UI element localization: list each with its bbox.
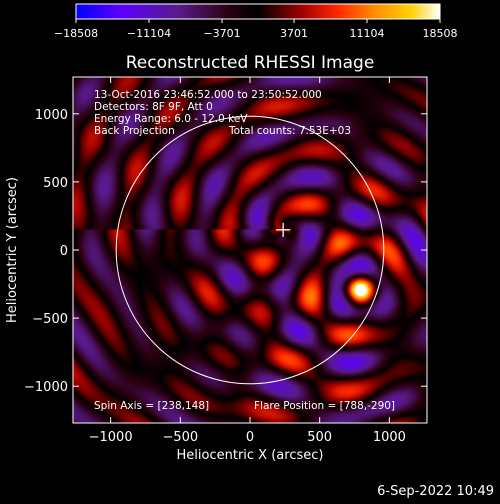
colorbar-tick-label: −11104 [127, 27, 171, 40]
x-tick-label: 500 [307, 430, 332, 445]
colorbar-tick-label: −18508 [54, 27, 98, 40]
plot-date: 6-Sep-2022 10:49 [377, 484, 494, 499]
y-tick-label: 0 [60, 244, 68, 259]
info-detectors: Detectors: 8F 9F, Att 0 [94, 101, 213, 113]
chart-title: Reconstructed RHESSI Image [126, 53, 375, 73]
heatmap-image [73, 77, 427, 423]
y-tick-label: 1000 [35, 108, 68, 123]
y-tick-label: 500 [43, 176, 68, 191]
heatmap-area [73, 77, 427, 423]
solar-disk-outline [115, 115, 385, 385]
x-tick-label: 1000 [373, 430, 406, 445]
info-time-range: 13-Oct-2016 23:46:52.000 to 23:50:52.000 [94, 89, 322, 101]
colorbar-tick-label: −3701 [203, 27, 240, 40]
info-method: Back Projection [94, 125, 175, 137]
x-tick-label: 0 [246, 430, 254, 445]
x-tick-label: −1000 [89, 430, 133, 445]
info-energy-range: Energy Range: 6.0 - 12.0 keV [94, 113, 248, 125]
colorbar-tick-label: 3701 [280, 27, 308, 40]
y-tick-label: −1000 [24, 380, 68, 395]
x-tick-label: −500 [162, 430, 198, 445]
spin-axis-marker [276, 222, 291, 237]
y-tick-label: −500 [32, 312, 68, 327]
x-axis-ticks: −1000 −500 0 500 1000 [89, 77, 406, 445]
spin-axis-label: Spin Axis = [238,148] [94, 400, 209, 412]
colorbar-tick-label: 11104 [350, 27, 385, 40]
colorbar [75, 3, 441, 20]
y-axis-label: Heliocentric Y (arcsec) [5, 177, 20, 323]
y-axis-ticks: 1000 500 0 −500 −1000 [24, 108, 427, 395]
x-axis-label: Heliocentric X (arcsec) [177, 448, 324, 463]
info-total-counts: Total counts: 7.53E+03 [228, 125, 351, 137]
colorbar-ticks [75, 19, 441, 23]
colorbar-tick-label: 18508 [423, 27, 458, 40]
flare-position-label: Flare Position = [788,-290] [254, 400, 395, 412]
